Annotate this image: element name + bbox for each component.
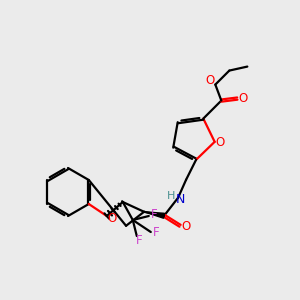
- Text: O: O: [215, 136, 224, 149]
- Text: N: N: [176, 193, 185, 206]
- Text: F: F: [151, 208, 157, 221]
- Text: O: O: [182, 220, 191, 233]
- Polygon shape: [144, 212, 165, 218]
- Text: F: F: [152, 226, 159, 238]
- Text: O: O: [107, 212, 116, 226]
- Text: H: H: [167, 191, 175, 201]
- Text: O: O: [206, 74, 215, 87]
- Text: F: F: [136, 235, 142, 248]
- Text: O: O: [239, 92, 248, 105]
